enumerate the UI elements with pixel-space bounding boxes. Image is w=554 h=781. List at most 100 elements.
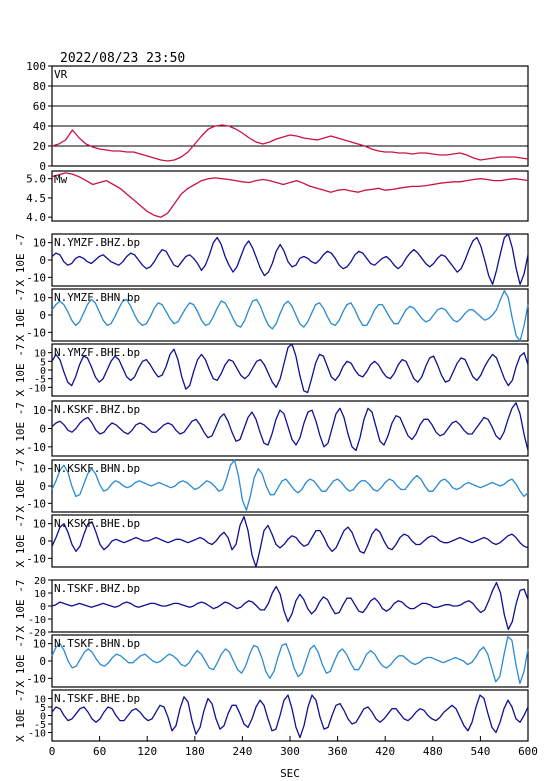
y-tick-label: 20 xyxy=(33,140,46,153)
x-axis-label: SEC xyxy=(280,767,300,780)
y-tick-label: -10 xyxy=(26,552,46,565)
panel-label: N.KSKF.BHN.bp xyxy=(54,462,140,475)
x-tick-label: 480 xyxy=(423,745,443,758)
panel-7: -10 0 10 N.KSKF.BHN.bp X 10E -7 xyxy=(14,459,529,513)
x-tick-label: 420 xyxy=(375,745,395,758)
y-tick-label: 0 xyxy=(39,160,46,173)
y-tick-label: 0 xyxy=(40,712,46,723)
unit-label: X 10E -7 xyxy=(14,344,27,397)
panel-label: N.TSKF.BHE.bp xyxy=(54,692,140,705)
y-tick-label: 60 xyxy=(33,100,46,113)
panel-frame xyxy=(51,65,529,167)
x-axis: 0 60 120 180 240 300 360 420 480 540 600 SEC xyxy=(49,736,538,780)
panel-8: -10 0 10 N.KSKF.BHE.bp X 10E -7 xyxy=(14,514,529,568)
unit-label: X 10E -7 xyxy=(14,460,27,513)
series-line xyxy=(51,233,529,285)
panel-label: N.KSKF.BHZ.bp xyxy=(54,403,140,416)
y-tick-label: 10 xyxy=(33,638,46,651)
y-tick-label: 0 xyxy=(39,480,46,493)
series-line xyxy=(51,694,529,739)
x-tick-label: 120 xyxy=(137,745,157,758)
x-tick-label: 600 xyxy=(518,745,538,758)
panel-label: N.KSKF.BHE.bp xyxy=(54,517,140,530)
y-tick-label: -5 xyxy=(34,720,46,731)
series-line xyxy=(51,581,529,631)
panel-label: VR xyxy=(54,68,68,81)
x-tick-label: 360 xyxy=(328,745,348,758)
y-tick-label: 10 xyxy=(33,463,46,476)
y-tick-label: -10 xyxy=(26,672,46,685)
x-tick-label: 240 xyxy=(232,745,252,758)
series-line xyxy=(51,402,529,452)
series-line xyxy=(51,343,529,394)
panel-1: 0 20 40 60 80 100 VR xyxy=(26,60,529,173)
panel-label: N.TSKF.BHZ.bp xyxy=(54,582,140,595)
y-tick-label: -10 xyxy=(26,326,46,339)
y-tick-label: 5.0 xyxy=(26,173,46,186)
y-tick-label: -20 xyxy=(28,628,46,639)
series-line xyxy=(51,516,529,568)
unit-label: X 10E -7 xyxy=(14,515,27,568)
panel-4: -10 0 10 N.YMZF.BHN.bp X 10E -7 xyxy=(14,288,529,342)
panel-3: -10 0 10 N.YMZF.BHZ.bp X 10E -7 xyxy=(14,233,529,287)
series-line xyxy=(51,459,529,511)
panel-label: N.YMZF.BHZ.bp xyxy=(54,236,140,249)
y-tick-label: 0 xyxy=(40,366,46,377)
y-tick-label: 10 xyxy=(33,518,46,531)
unit-label: X 10E -7 xyxy=(14,234,27,287)
y-tick-label: 0 xyxy=(39,309,46,322)
y-tick-label: 0 xyxy=(40,602,46,613)
x-tick-label: 180 xyxy=(185,745,205,758)
y-tick-label: 20 xyxy=(34,576,46,587)
panel-9: -20 -10 0 10 20 N.TSKF.BHZ.bp X 10E -7 xyxy=(14,576,529,639)
panel-2: 4.0 4.5 5.0 Mw xyxy=(26,170,529,224)
panel-frame xyxy=(51,170,529,222)
y-tick-label: 10 xyxy=(33,237,46,250)
unit-label: X 10E -7 xyxy=(14,402,27,455)
y-tick-label: 10 xyxy=(34,695,46,706)
y-tick-label: -10 xyxy=(26,271,46,284)
panel-label: N.YMZF.BHE.bp xyxy=(54,346,140,359)
y-tick-label: 0 xyxy=(39,535,46,548)
series-line xyxy=(51,636,529,685)
y-tick-label: 100 xyxy=(26,60,46,73)
y-tick-label: 0 xyxy=(39,655,46,668)
y-tick-label: -5 xyxy=(34,375,46,386)
x-tick-label: 540 xyxy=(470,745,490,758)
y-tick-label: 4.0 xyxy=(26,211,46,224)
unit-label: X 10E -7 xyxy=(14,689,27,742)
panel-6: -10 0 10 N.KSKF.BHZ.bp X 10E -7 xyxy=(14,400,529,457)
x-tick-label: 0 xyxy=(49,745,56,758)
panel-label: N.YMZF.BHN.bp xyxy=(54,291,140,304)
unit-label: X 10E -7 xyxy=(14,635,27,688)
panel-label: Mw xyxy=(54,173,68,186)
y-tick-label: 40 xyxy=(33,120,46,133)
y-tick-label: -10 xyxy=(26,441,46,454)
y-tick-label: -10 xyxy=(28,383,46,394)
y-tick-label: 5 xyxy=(40,703,46,714)
y-tick-label: 10 xyxy=(33,404,46,417)
y-tick-label: -10 xyxy=(28,729,46,740)
unit-label: X 10E -7 xyxy=(14,580,27,633)
y-tick-label: -10 xyxy=(28,615,46,626)
header-datetime: 2022/08/23 23:50 xyxy=(60,51,185,66)
x-tick-label: 60 xyxy=(93,745,106,758)
y-tick-label: 80 xyxy=(33,80,46,93)
series-line xyxy=(51,124,529,162)
y-tick-label: 0 xyxy=(39,254,46,267)
y-tick-label: 10 xyxy=(34,349,46,360)
y-tick-label: 4.5 xyxy=(26,192,46,205)
y-tick-label: 0 xyxy=(39,423,46,436)
panel-10: -10 0 10 N.TSKF.BHN.bp X 10E -7 xyxy=(14,634,529,688)
unit-label: X 10E -7 xyxy=(14,289,27,342)
y-tick-label: 5 xyxy=(40,357,46,368)
series-line xyxy=(51,172,529,218)
y-tick-label: 10 xyxy=(34,589,46,600)
series-line xyxy=(51,290,529,342)
x-tick-label: 300 xyxy=(280,745,300,758)
panel-label: N.TSKF.BHN.bp xyxy=(54,637,140,650)
